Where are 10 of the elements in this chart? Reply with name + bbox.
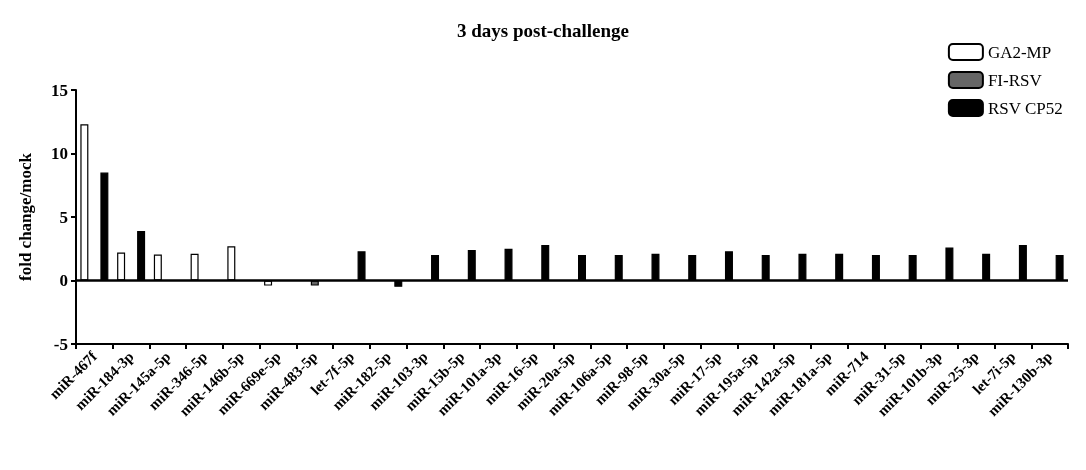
legend-label: FI-RSV [987,70,1043,90]
y-tick-label: 15 [51,80,68,100]
y-tick-label: 10 [51,144,68,163]
y-tick-label: -5 [53,334,68,354]
y-tick-label: 0 [59,271,68,290]
y-axis-title: fold change/mock [16,152,35,281]
legend-label: RSV CP52 [987,98,1063,118]
legend-label: GA2-MP [987,42,1052,62]
y-tick-label: 5 [59,207,68,227]
chart-title: 3 days post-challenge [456,20,630,41]
